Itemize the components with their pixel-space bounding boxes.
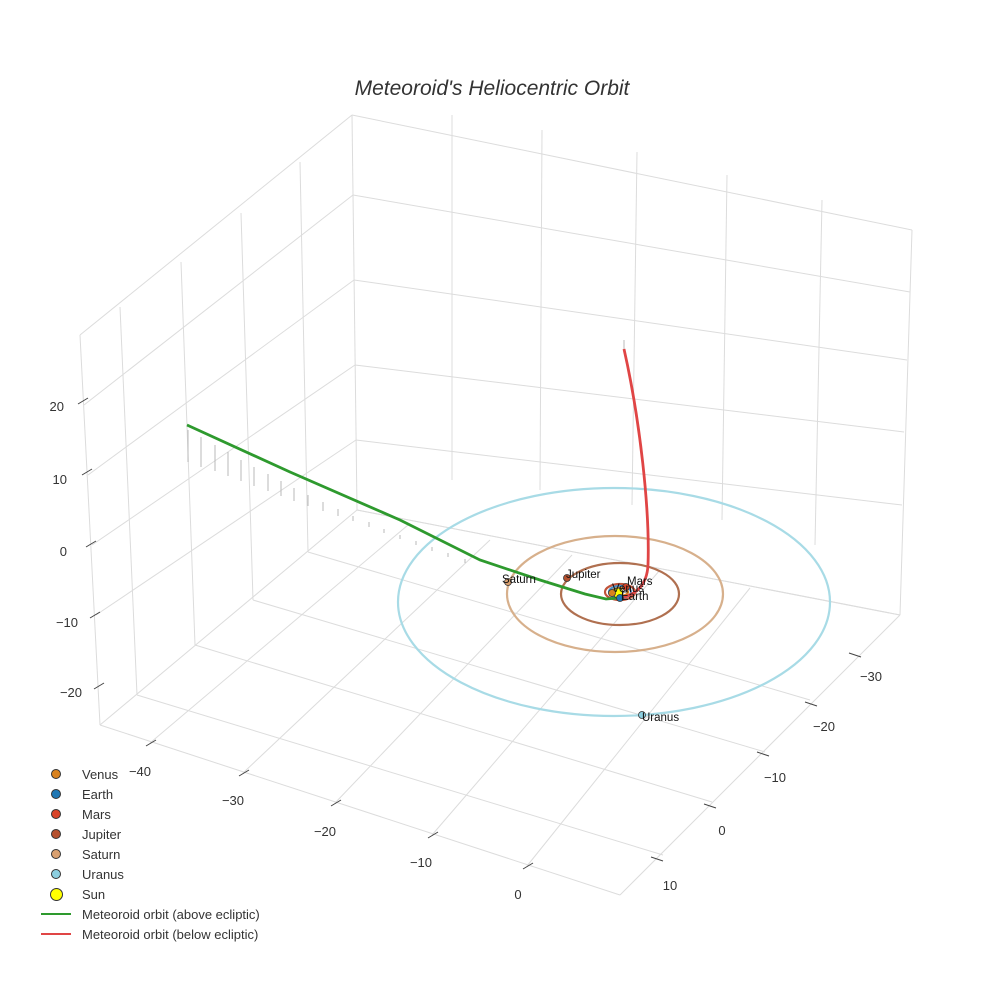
planet-marker-venus	[608, 589, 616, 597]
planet-marker-mars	[622, 583, 630, 591]
planet-orbits	[396, 486, 832, 718]
meteoroid-orbit-below-line	[617, 348, 650, 600]
x-tick-label: −10	[410, 855, 432, 870]
legend-label: Uranus	[82, 866, 124, 882]
x-tick-label: 0	[514, 887, 521, 902]
y-tick-label: −30	[860, 669, 882, 684]
legend-marker-jupiter	[51, 829, 61, 839]
planet-marker-uranus	[638, 711, 646, 719]
legend-marker-sun	[49, 887, 63, 901]
legend-label: Earth	[82, 786, 114, 802]
legend-item-meteoroid-above[interactable]: Meteoroid orbit (above ecliptic)	[40, 904, 260, 924]
legend-item-jupiter[interactable]: Jupiter	[40, 824, 260, 844]
legend-marker-uranus	[51, 869, 61, 879]
legend-label: Jupiter	[82, 826, 122, 842]
legend-line-above	[41, 913, 71, 915]
planet-labels: Venus Earth Mars Jupiter Saturn Uranus	[502, 569, 679, 724]
legend-item-earth[interactable]: Earth	[40, 784, 260, 804]
legend: Venus Earth Mars Jupiter Saturn Uranus S…	[40, 764, 260, 944]
legend-label: Meteoroid orbit (above ecliptic)	[82, 906, 260, 922]
planet-markers	[504, 574, 646, 719]
planet-label-mars: Mars	[627, 576, 653, 588]
planet-label-earth: Earth	[621, 591, 649, 603]
meteoroid-orbit-above-line	[186, 423, 619, 601]
legend-marker-earth	[51, 789, 61, 799]
orbit-saturn	[505, 534, 725, 654]
x-tick-labels: −40 −30 −20 −10 0	[129, 764, 522, 902]
x-tick-label: −40	[129, 764, 151, 779]
legend-label: Meteoroid orbit (below ecliptic)	[82, 926, 259, 942]
axis-grid	[79, 114, 913, 896]
legend-label: Sun	[82, 886, 106, 902]
planet-marker-saturn	[504, 578, 512, 586]
orbit-jupiter	[559, 561, 681, 627]
planet-label-uranus: Uranus	[642, 712, 679, 724]
legend-item-saturn[interactable]: Saturn	[40, 844, 260, 864]
orbit-uranus	[396, 486, 832, 718]
legend-label: Mars	[82, 806, 111, 822]
y-tick-labels: −30 −20 −10 0 10	[663, 669, 882, 893]
y-tick-label: −10	[764, 770, 786, 785]
z-tick-label: 0	[60, 544, 67, 559]
legend-line-below	[41, 933, 71, 935]
planet-label-saturn: Saturn	[502, 574, 536, 586]
y-tick-label: 10	[663, 878, 677, 893]
legend-label: Saturn	[82, 846, 121, 862]
y-tick-label: −20	[813, 719, 835, 734]
legend-marker-mars	[51, 809, 61, 819]
axis-ticks	[77, 397, 862, 870]
planet-label-jupiter: Jupiter	[566, 569, 601, 581]
legend-item-venus[interactable]: Venus	[40, 764, 260, 784]
planet-marker-earth	[616, 594, 624, 602]
chart-title: Meteoroid's Heliocentric Orbit	[355, 77, 631, 100]
x-tick-label: −30	[222, 793, 244, 808]
z-tick-label: 20	[50, 399, 64, 414]
y-tick-label: 0	[718, 823, 725, 838]
z-tick-labels: 20 10 0 −10 −20	[50, 399, 82, 700]
planet-label-venus: Venus	[612, 583, 644, 595]
z-tick-label: −20	[60, 685, 82, 700]
legend-item-mars[interactable]: Mars	[40, 804, 260, 824]
x-tick-label: −20	[314, 824, 336, 839]
meteoroid-drop-lines	[187, 340, 625, 563]
legend-marker-venus	[51, 769, 61, 779]
z-tick-label: −10	[56, 615, 78, 630]
legend-marker-saturn	[51, 849, 61, 859]
z-tick-label: 10	[53, 472, 67, 487]
legend-label: Venus	[82, 766, 119, 782]
legend-item-uranus[interactable]: Uranus	[40, 864, 260, 884]
legend-item-meteoroid-below[interactable]: Meteoroid orbit (below ecliptic)	[40, 924, 260, 944]
legend-item-sun[interactable]: Sun	[40, 884, 260, 904]
planet-marker-jupiter	[563, 574, 571, 582]
